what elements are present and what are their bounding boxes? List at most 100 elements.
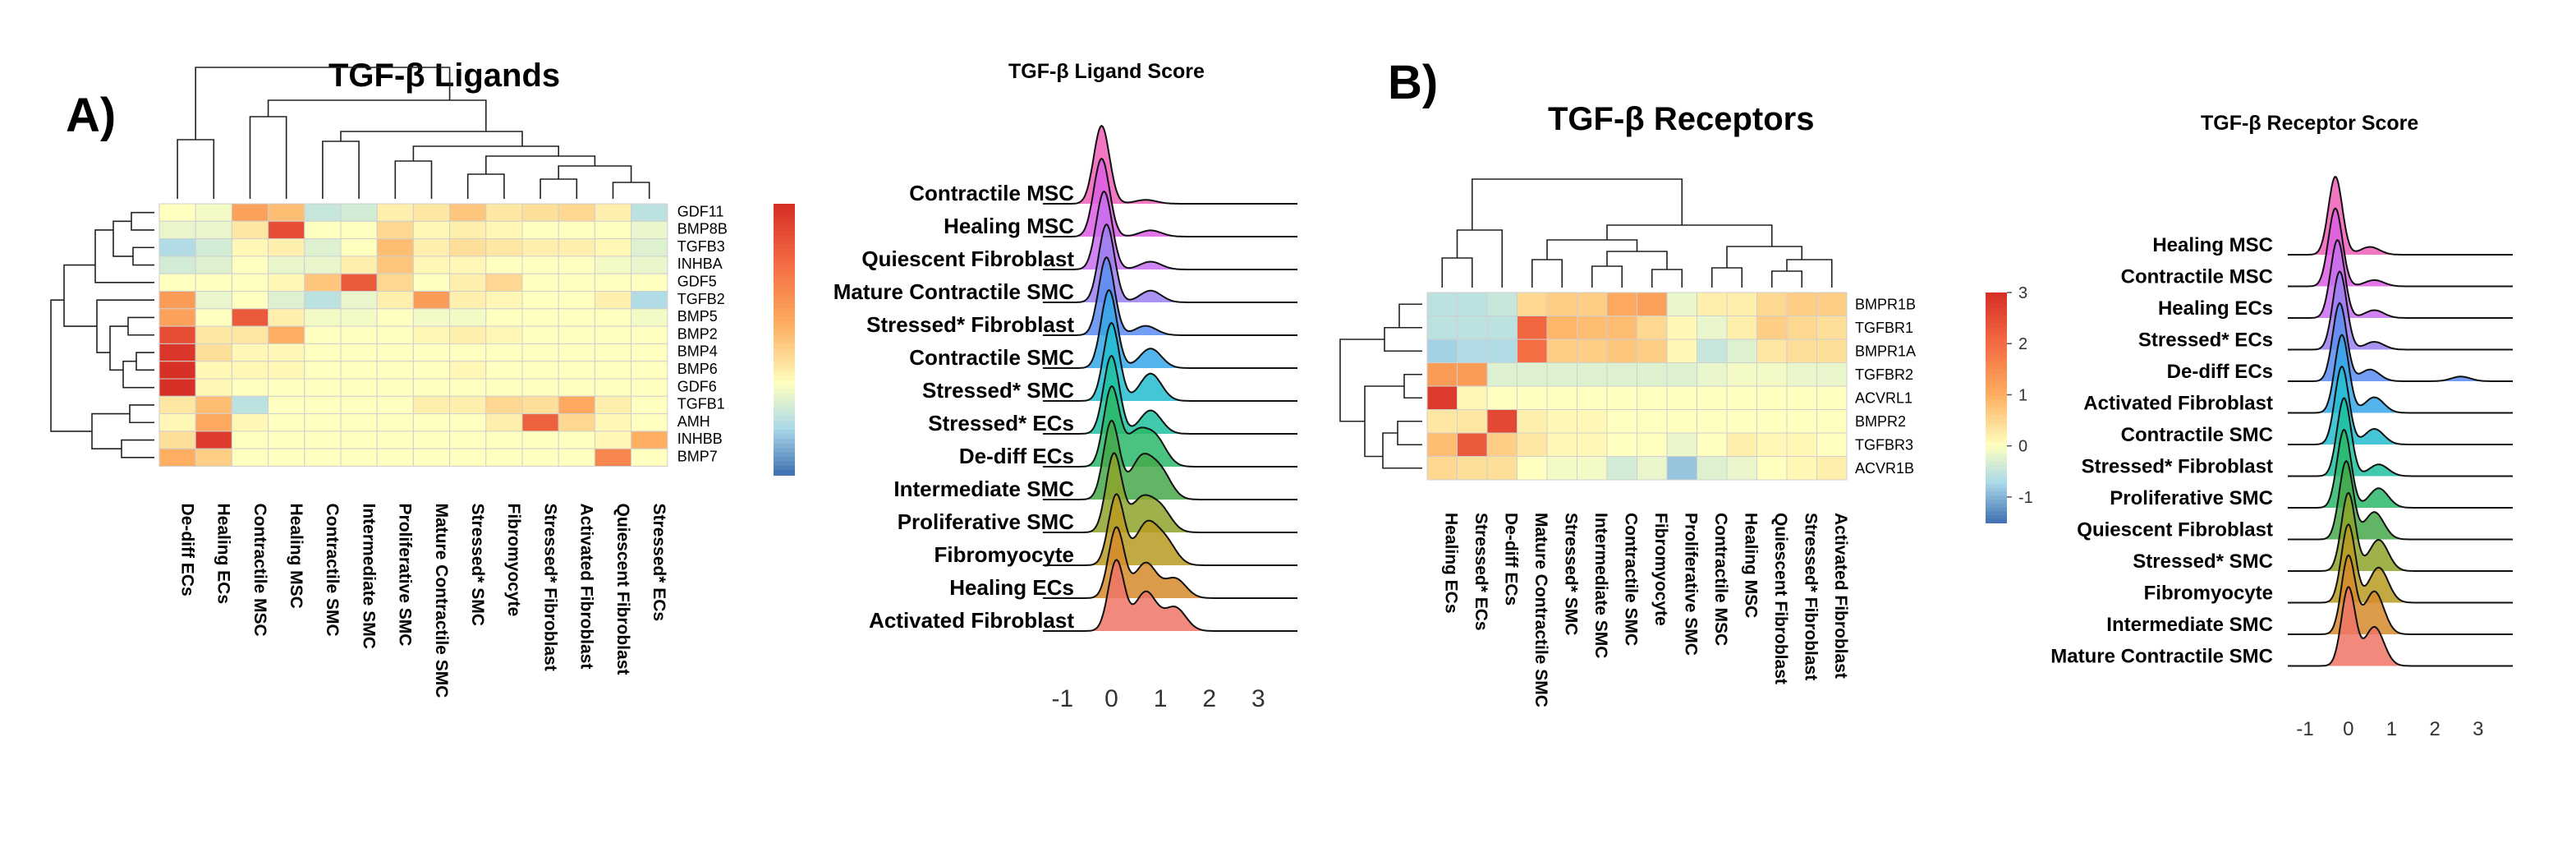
receptor-cell-tgfbr2-proliferative-smc xyxy=(1666,362,1697,387)
ligand-col-link xyxy=(322,140,360,199)
ligand-cell-tgfb1-stressed-ecs xyxy=(631,395,668,415)
ligand-cell-gdf6-de-diff-ecs xyxy=(158,378,196,397)
receptor-cell-tgfbr3-healing-ecs xyxy=(1426,432,1458,457)
ligand-cell-bmp4-intermediate-smc xyxy=(340,343,378,362)
ligand-cell-amh-healing-msc xyxy=(268,413,305,432)
receptor-cell-tgfbr2-contractile-msc xyxy=(1697,362,1728,387)
ligand-cell-tgfb1-fibromyocyte xyxy=(485,395,523,415)
receptor-cell-tgfbr3-de-diff-ecs xyxy=(1486,432,1518,457)
ligand-cell-gdf11-proliferative-smc xyxy=(376,203,414,222)
ligand-row-link xyxy=(63,264,97,327)
ligand-x-tick-0: 0 xyxy=(1104,685,1118,712)
ligand-cell-gdf11-healing-ecs xyxy=(195,203,232,222)
ligand-cell-tgfb3-contractile-smc xyxy=(304,238,342,257)
ligand-ridge-label-quiescent-fibroblast: Quiescent Fibroblast xyxy=(861,246,1074,271)
ligand-ridge-fill-activated-fibroblast xyxy=(1043,560,1297,631)
ligand-cell-bmp4-contractile-msc xyxy=(231,343,269,362)
ligand-cell-bmp5-stressed-ecs xyxy=(631,308,668,327)
receptor-col-link xyxy=(1441,257,1473,288)
ligand-colorbar-step xyxy=(774,303,795,309)
receptor-cell-acvrl1-contractile-msc xyxy=(1697,385,1728,410)
ligand-cell-bmp5-fibromyocyte xyxy=(485,308,523,327)
ligand-cell-bmp5-contractile-smc xyxy=(304,308,342,327)
receptor-colorbar-step xyxy=(1986,491,2007,497)
ligand-cell-bmp8b-proliferative-smc xyxy=(376,220,414,240)
receptor-cell-acvr1b-activated-fibroblast xyxy=(1816,456,1848,481)
ligand-cell-bmp4-quiescent-fibroblast xyxy=(594,343,632,362)
ligand-ridge-line-activated-fibroblast xyxy=(1043,559,1297,632)
receptor-colorbar: 3 2 1 0 -1 xyxy=(1986,284,2033,523)
ligand-colorbar-step xyxy=(774,307,795,313)
receptor-colorbar-tick-label: 2 xyxy=(2018,335,2027,353)
ligand-cell-tgfb3-healing-ecs xyxy=(195,238,232,257)
ligand-cell-inhba-contractile-msc xyxy=(231,256,269,274)
ligand-colorbar-step xyxy=(774,461,795,467)
receptor-colorbar-step xyxy=(1986,511,2007,516)
ligand-cell-bmp5-quiescent-fibroblast xyxy=(594,308,632,327)
receptor-cell-acvr1b-proliferative-smc xyxy=(1666,456,1697,481)
receptor-cell-acvr1b-quiescent-fibroblast xyxy=(1756,456,1788,481)
receptor-ridge-line-healing-ecs xyxy=(2288,238,2513,319)
ligand-colorbar-step xyxy=(774,385,795,390)
ligand-cell-bmp5-stressed-fibroblast xyxy=(521,308,559,327)
ligand-cell-gdf5-fibromyocyte xyxy=(485,273,523,293)
ligand-cell-gdf6-healing-ecs xyxy=(195,378,232,397)
ligand-cell-tgfb1-quiescent-fibroblast xyxy=(594,395,632,415)
receptor-cell-bmpr2-quiescent-fibroblast xyxy=(1756,409,1788,434)
ligand-ridge-line-stressed-smc xyxy=(1043,321,1297,402)
ligand-ridge-label-stressed-fibroblast: Stressed* Fibroblast xyxy=(866,312,1074,337)
receptor-colorbar-step xyxy=(1986,353,2007,359)
receptor-colorbar-step xyxy=(1986,334,2007,339)
receptor-ridge-line-healing-msc xyxy=(2288,175,2513,256)
ligand-ridge-line-contractile-msc xyxy=(1043,124,1297,205)
ligand-cell-tgfb2-healing-msc xyxy=(268,291,305,310)
receptor-cell-bmpr1a-mature-contractile-smc xyxy=(1517,339,1548,363)
receptor-colorbar-step xyxy=(1986,293,2007,297)
ligand-row-label-bmp6: BMP6 xyxy=(677,361,718,377)
ligand-cell-bmp2-activated-fibroblast xyxy=(558,325,595,344)
ligand-cell-inhbb-de-diff-ecs xyxy=(158,431,196,449)
ligand-cell-tgfb1-contractile-smc xyxy=(304,395,342,415)
receptor-col-label-contractile-msc: Contractile MSC xyxy=(1711,513,1730,646)
receptor-cell-tgfbr2-healing-msc xyxy=(1726,362,1757,387)
ligand-colorbar-step xyxy=(774,412,795,417)
receptor-ridge-fill-stressed-fibroblast xyxy=(2288,398,2513,477)
ligand-col-label-stressed-smc: Stressed* SMC xyxy=(468,504,487,626)
receptor-colorbar-step xyxy=(1986,304,2007,309)
ligand-colorbar-step xyxy=(774,321,795,327)
receptor-x-tick-3: 3 xyxy=(2473,718,2483,740)
ligand-cell-amh-mature-contractile-smc xyxy=(412,413,451,432)
ligand-cell-bmp8b-stressed-smc xyxy=(449,220,487,240)
receptor-col-label-healing-msc: Healing MSC xyxy=(1742,513,1761,618)
ligand-cell-bmp8b-stressed-ecs xyxy=(631,220,668,240)
receptor-colorbar-step xyxy=(1986,357,2007,362)
receptor-col-label-mature-contractile-smc: Mature Contractile SMC xyxy=(1531,513,1550,707)
ligand-row-label-bmp8b: BMP8B xyxy=(677,221,728,237)
receptor-ridge-line-contractile-smc xyxy=(2288,365,2513,445)
ligand-cell-gdf11-de-diff-ecs xyxy=(158,203,196,222)
ligand-cell-tgfb2-contractile-smc xyxy=(304,291,342,310)
receptor-row-label-bmpr2: BMPR2 xyxy=(1855,413,1906,430)
receptor-x-tick-2: 2 xyxy=(2429,718,2440,740)
ligand-cell-bmp7-stressed-ecs xyxy=(631,448,668,468)
receptor-cell-tgfbr2-quiescent-fibroblast xyxy=(1756,362,1788,387)
receptor-colorbar-step xyxy=(1986,319,2007,325)
receptor-cell-acvrl1-healing-ecs xyxy=(1426,385,1458,410)
ligand-cell-bmp6-de-diff-ecs xyxy=(158,361,196,380)
receptor-heatmap: BMPR1B TGFBR1 BMPR1A TGFBR2 ACVRL1 BMPR2 TGFBR… xyxy=(1426,292,1916,707)
receptor-cell-acvrl1-mature-contractile-smc xyxy=(1517,385,1548,410)
receptor-col-link xyxy=(1651,269,1683,288)
receptor-colorbar-step xyxy=(1986,362,2007,366)
ligand-cell-bmp8b-healing-msc xyxy=(268,220,305,240)
ligand-cell-bmp7-healing-ecs xyxy=(195,448,232,468)
ligand-cell-gdf6-fibromyocyte xyxy=(485,378,523,397)
receptor-ridge-fill-fibromyocyte xyxy=(2288,524,2513,603)
ligand-cell-gdf5-healing-ecs xyxy=(195,273,232,293)
ligand-ridge-label-healing-msc: Healing MSC xyxy=(944,214,1074,238)
ligand-cell-bmp8b-fibromyocyte xyxy=(485,220,523,240)
receptor-cell-bmpr1b-stressed-ecs xyxy=(1457,292,1488,316)
ligand-cell-bmp2-intermediate-smc xyxy=(340,325,378,344)
ligand-row-label-gdf5: GDF5 xyxy=(677,274,717,290)
ligand-ridge-label-healing-ecs: Healing ECs xyxy=(949,575,1074,600)
ligand-cell-amh-activated-fibroblast xyxy=(558,413,595,432)
